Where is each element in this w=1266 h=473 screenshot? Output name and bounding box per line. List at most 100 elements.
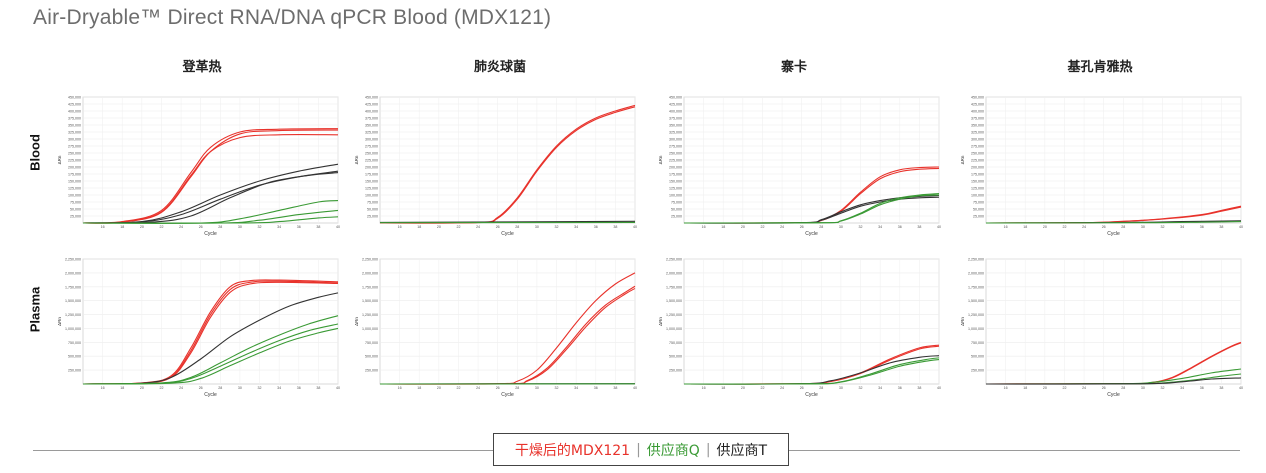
y-tick-label: 25,000: [671, 215, 682, 219]
x-tick-label: 36: [297, 386, 301, 390]
x-tick-label: 38: [917, 386, 921, 390]
y-tick-label: 400,000: [669, 110, 682, 114]
y-tick-label: 50,000: [671, 208, 682, 212]
x-tick-label: 20: [1043, 386, 1047, 390]
y-tick-label: 325,000: [669, 131, 682, 135]
x-tick-label: 22: [159, 225, 163, 229]
x-tick-label: 24: [1082, 386, 1086, 390]
x-tick-label: 28: [218, 386, 222, 390]
x-tick-label: 18: [120, 225, 124, 229]
y-tick-label: 175,000: [68, 173, 81, 177]
y-axis-label: ΔRn: [658, 155, 663, 164]
y-tick-label: 275,000: [68, 145, 81, 149]
y-tick-label: 250,000: [365, 369, 378, 373]
y-tick-label: 175,000: [365, 173, 378, 177]
x-tick-label: 40: [937, 386, 941, 390]
amplification-chart-plasma-1: 250,000 500,000 750,000 1,000,000 1,250,000 1…: [354, 258, 637, 399]
y-tick-label: 75,000: [367, 201, 378, 205]
x-tick-label: 18: [721, 225, 725, 229]
y-tick-label: 375,000: [365, 117, 378, 121]
y-tick-label: 400,000: [365, 110, 378, 114]
x-tick-label: 24: [780, 225, 784, 229]
series-line-black-4: [985, 377, 1242, 385]
y-tick-label: 325,000: [68, 131, 81, 135]
y-tick-label: 300,000: [365, 138, 378, 142]
x-tick-label: 18: [120, 386, 124, 390]
y-tick-label: 425,000: [365, 103, 378, 107]
y-tick-label: 750,000: [68, 341, 81, 345]
x-tick-label: 30: [1141, 386, 1145, 390]
y-tick-label: 1,500,000: [968, 299, 984, 303]
x-tick-label: 18: [417, 225, 421, 229]
amplification-chart-blood-1: 25,000 50,000 75,000 100,000 125,000 150,000 1…: [354, 96, 637, 238]
y-tick-label: 1,750,000: [666, 285, 682, 289]
y-tick-label: 25,000: [70, 215, 81, 219]
x-tick-label: 34: [878, 225, 882, 229]
legend-divider-right: [789, 450, 1240, 451]
y-tick-label: 275,000: [365, 145, 378, 149]
x-tick-label: 28: [515, 225, 519, 229]
y-axis-label: ΔRn: [354, 155, 359, 164]
x-tick-label: 40: [336, 225, 340, 229]
x-tick-label: 20: [1043, 225, 1047, 229]
y-tick-label: 250,000: [68, 152, 81, 156]
plot-area: [683, 258, 940, 385]
x-tick-label: 30: [1141, 225, 1145, 229]
y-tick-label: 1,000,000: [65, 327, 81, 331]
x-tick-label: 32: [555, 386, 559, 390]
series-line-green-5: [683, 194, 940, 224]
series-line-red-2: [82, 129, 339, 224]
y-axis-label: ΔRn: [960, 155, 965, 164]
x-tick-label: 16: [1004, 225, 1008, 229]
y-tick-label: 100,000: [365, 194, 378, 198]
x-tick-label: 38: [613, 225, 617, 229]
page-title: Air-Dryable™ Direct RNA/DNA qPCR Blood (…: [33, 6, 552, 29]
x-tick-label: 34: [878, 386, 882, 390]
y-tick-label: 25,000: [367, 215, 378, 219]
x-tick-label: 16: [101, 386, 105, 390]
y-tick-label: 350,000: [669, 124, 682, 128]
x-tick-label: 36: [1200, 386, 1204, 390]
x-tick-label: 28: [819, 225, 823, 229]
y-tick-label: 200,000: [68, 166, 81, 170]
y-tick-label: 225,000: [971, 159, 984, 163]
amplification-chart-blood-3: 25,000 50,000 75,000 100,000 125,000 150,000 1…: [960, 96, 1243, 238]
x-axis-label: Cycle: [501, 231, 514, 237]
y-tick-label: 450,000: [971, 96, 984, 100]
x-tick-label: 18: [721, 386, 725, 390]
y-tick-label: 150,000: [365, 180, 378, 184]
y-tick-label: 200,000: [669, 166, 682, 170]
y-tick-label: 100,000: [971, 194, 984, 198]
x-tick-label: 20: [140, 225, 144, 229]
y-tick-label: 225,000: [669, 159, 682, 163]
x-tick-label: 38: [1219, 225, 1223, 229]
x-tick-label: 22: [1062, 225, 1066, 229]
x-tick-label: 38: [917, 225, 921, 229]
x-tick-label: 36: [898, 386, 902, 390]
y-tick-label: 1,000,000: [666, 327, 682, 331]
legend: 干燥后的MDX121 | 供应商Q | 供应商T: [493, 433, 789, 466]
x-tick-label: 30: [839, 225, 843, 229]
y-tick-label: 375,000: [68, 117, 81, 121]
x-tick-label: 20: [741, 225, 745, 229]
x-tick-label: 28: [515, 386, 519, 390]
x-tick-label: 40: [633, 225, 637, 229]
y-tick-label: 400,000: [68, 110, 81, 114]
y-tick-label: 150,000: [68, 180, 81, 184]
row-label-plasma: Plasma: [27, 286, 43, 333]
y-tick-label: 450,000: [365, 96, 378, 100]
x-tick-label: 22: [760, 386, 764, 390]
y-tick-label: 200,000: [365, 166, 378, 170]
plot-area: [379, 258, 636, 385]
y-tick-label: 75,000: [973, 201, 984, 205]
x-tick-label: 24: [476, 225, 480, 229]
x-tick-label: 32: [258, 386, 262, 390]
y-tick-label: 250,000: [68, 369, 81, 373]
x-tick-label: 36: [898, 225, 902, 229]
x-tick-label: 22: [760, 225, 764, 229]
x-axis-label: Cycle: [805, 392, 818, 398]
y-tick-label: 1,500,000: [65, 299, 81, 303]
y-tick-label: 200,000: [971, 166, 984, 170]
x-axis-label: Cycle: [501, 392, 514, 398]
y-tick-label: 300,000: [971, 138, 984, 142]
